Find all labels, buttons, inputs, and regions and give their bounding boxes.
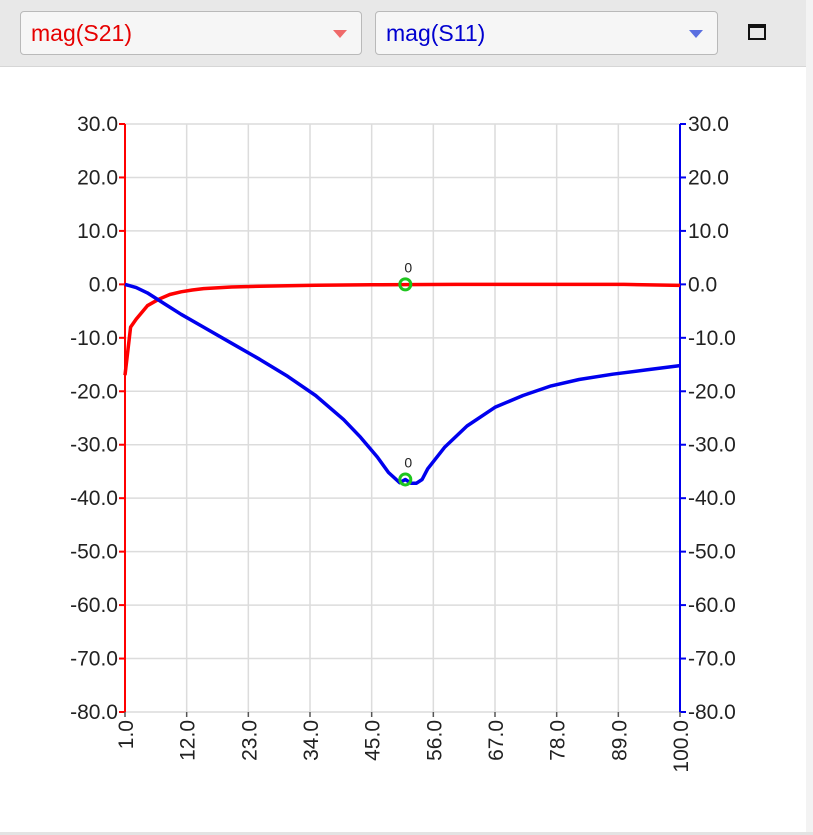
x-tick-label: 56.0 [423, 720, 446, 761]
x-tick-label: 89.0 [608, 720, 631, 761]
right-y-tick-label: -40.0 [688, 487, 736, 510]
right-y-tick-label: -30.0 [688, 434, 736, 457]
scroll-gutter [806, 0, 813, 835]
x-tick-label: 100.0 [670, 720, 693, 773]
left-y-tick-label: 10.0 [77, 220, 118, 243]
right-y-tick-label: 10.0 [688, 220, 729, 243]
chevron-down-icon [689, 30, 703, 38]
chart: 30.0 20.0 10.0 0.0 -10.0 -20.0 -30.0 -40.0 -50.0… [70, 113, 736, 773]
x-tick-label: 1.0 [115, 720, 138, 749]
right-y-tick-label: 30.0 [688, 113, 729, 136]
x-tick-label: 34.0 [300, 720, 323, 761]
bottom-border [0, 832, 813, 835]
left-y-tick-label: -20.0 [70, 380, 118, 403]
left-y-tick-label: -80.0 [70, 701, 118, 724]
right-trace-select-value: mag(S11) [386, 20, 486, 46]
chevron-down-icon [333, 30, 347, 38]
left-y-tick-label: 20.0 [77, 166, 118, 189]
right-y-tick-label: 20.0 [688, 166, 729, 189]
x-tick-label: 67.0 [485, 720, 508, 761]
right-y-tick-label: -50.0 [688, 541, 736, 564]
series-line-mag-s11 [124, 282, 681, 485]
x-tick-label: 45.0 [362, 720, 385, 761]
x-tick-label: 23.0 [238, 720, 261, 761]
chart-panel: 30.0 20.0 10.0 0.0 -10.0 -20.0 -30.0 -40.0 -50.0… [0, 67, 806, 832]
right-trace-select[interactable]: mag(S11) [375, 11, 718, 55]
left-y-tick-label: -40.0 [70, 487, 118, 510]
left-y-tick-label: -70.0 [70, 648, 118, 671]
x-tick-label: 78.0 [547, 720, 570, 761]
left-y-tick-label: -10.0 [70, 327, 118, 350]
series-line-mag-s21 [123, 282, 681, 376]
marker-circle [398, 277, 413, 292]
marker-label: 0 [404, 259, 412, 275]
left-y-tick-label: -60.0 [70, 594, 118, 617]
right-y-tick-label: -60.0 [688, 594, 736, 617]
marker-circle [398, 472, 413, 487]
right-y-tick-label: -80.0 [688, 701, 736, 724]
left-y-tick-label: 30.0 [77, 113, 118, 136]
left-y-tick-label: -50.0 [70, 541, 118, 564]
left-y-tick-label: -30.0 [70, 434, 118, 457]
window-maximize-icon[interactable] [748, 24, 766, 40]
right-y-tick-label: 0.0 [688, 273, 717, 296]
right-y-tick-label: -10.0 [688, 327, 736, 350]
left-trace-select[interactable]: mag(S21) [20, 11, 362, 55]
x-tick-label: 12.0 [177, 720, 200, 761]
right-y-tick-label: -70.0 [688, 648, 736, 671]
marker-label: 0 [404, 454, 412, 470]
left-trace-select-value: mag(S21) [31, 20, 132, 46]
left-y-tick-label: 0.0 [89, 273, 118, 296]
toolbar: mag(S21) mag(S11) [0, 0, 806, 67]
right-y-tick-label: -20.0 [688, 380, 736, 403]
